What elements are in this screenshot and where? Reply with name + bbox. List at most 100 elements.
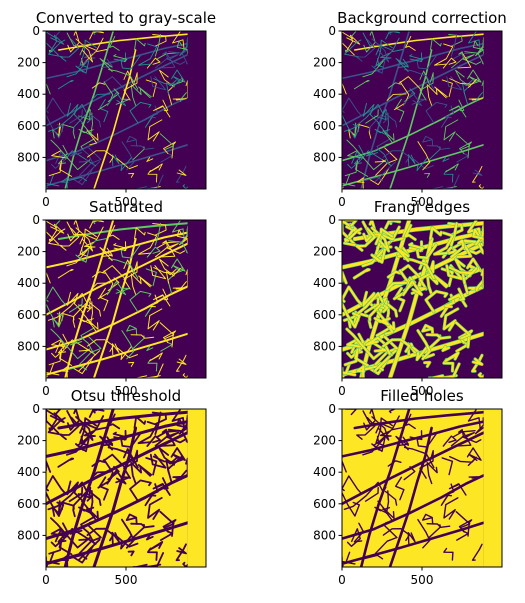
vessel <box>441 345 450 352</box>
vessel <box>78 109 91 120</box>
vessel <box>385 113 398 128</box>
vessel <box>78 298 91 309</box>
vessel <box>138 86 152 99</box>
vessel <box>405 35 416 51</box>
vessel <box>120 156 133 172</box>
vessel <box>75 227 94 252</box>
vessel-layer <box>342 220 484 378</box>
vessel <box>85 486 91 495</box>
vessel <box>346 338 365 349</box>
vessel <box>67 220 80 242</box>
vessel <box>426 462 438 485</box>
vessel <box>138 43 158 66</box>
vessel <box>182 373 188 378</box>
vessel <box>346 139 387 171</box>
vessel <box>145 534 154 541</box>
vessel <box>472 165 483 183</box>
vessel <box>343 228 362 247</box>
vessel <box>109 224 120 240</box>
vessel <box>113 243 128 252</box>
vessel <box>176 165 187 183</box>
vessel <box>381 486 387 495</box>
vessel <box>360 150 393 167</box>
vessel <box>49 223 65 241</box>
vessel <box>89 113 102 128</box>
vessel <box>134 38 146 51</box>
vessel <box>442 57 457 69</box>
vessel <box>46 286 66 306</box>
vessel <box>148 541 164 551</box>
y-tick-label: 600 <box>313 497 336 511</box>
vessel <box>180 92 187 102</box>
vessel <box>395 246 410 262</box>
vessel <box>476 92 483 102</box>
vessel <box>361 249 385 267</box>
vessel <box>162 288 169 301</box>
vessel <box>150 76 167 91</box>
vessel <box>422 513 434 525</box>
vessel <box>342 521 484 566</box>
vessel <box>149 163 163 173</box>
vessel <box>69 148 95 166</box>
vessel <box>147 308 163 331</box>
vessel <box>397 76 422 91</box>
vessel <box>446 76 463 91</box>
vessel <box>342 362 356 376</box>
y-tick-label: 800 <box>17 528 40 542</box>
vessel <box>176 418 188 433</box>
vessel <box>347 150 364 159</box>
vessel <box>403 446 435 468</box>
y-tick-label: 600 <box>17 119 40 133</box>
vessel <box>64 527 97 545</box>
vessel <box>364 297 380 314</box>
vessel <box>441 457 454 476</box>
vessel <box>137 421 158 445</box>
vessel <box>102 58 113 68</box>
vessel <box>46 271 51 284</box>
vessel <box>475 36 484 56</box>
vessel <box>343 103 383 132</box>
vessel <box>466 447 482 461</box>
vessel <box>387 270 402 279</box>
vessel <box>346 528 361 547</box>
vessel <box>344 348 369 367</box>
vessel <box>108 413 121 430</box>
vessel <box>134 227 146 240</box>
vessel <box>475 225 484 246</box>
vessel <box>384 490 398 506</box>
vessel <box>51 150 65 169</box>
x-tick-label: 500 <box>411 384 434 398</box>
vessel <box>421 324 434 336</box>
vessel <box>78 537 91 541</box>
vessel <box>374 500 390 515</box>
vessel <box>64 150 97 167</box>
vessel <box>364 176 383 182</box>
vessel <box>90 471 111 480</box>
vessel <box>97 270 114 300</box>
vessel <box>51 339 65 358</box>
vessel <box>371 38 390 63</box>
vessel <box>419 450 434 479</box>
vessel <box>172 287 187 290</box>
vessel <box>382 528 411 542</box>
vessel <box>59 416 80 441</box>
vessel <box>175 543 187 562</box>
vessel <box>342 474 484 540</box>
vessel <box>354 122 357 137</box>
vessel <box>457 53 472 69</box>
vessel <box>129 290 152 313</box>
vessel <box>342 96 484 162</box>
vessel <box>455 133 471 150</box>
vessel <box>185 80 188 99</box>
vessel <box>458 519 473 537</box>
vessel <box>78 161 101 183</box>
vessel <box>404 224 417 241</box>
vessel <box>101 265 126 280</box>
vessel <box>180 281 187 291</box>
vessel <box>471 543 483 561</box>
vessel <box>57 333 68 354</box>
vessel <box>342 367 345 378</box>
vessel <box>149 352 163 362</box>
vessel <box>416 156 429 172</box>
vessel <box>373 349 397 372</box>
